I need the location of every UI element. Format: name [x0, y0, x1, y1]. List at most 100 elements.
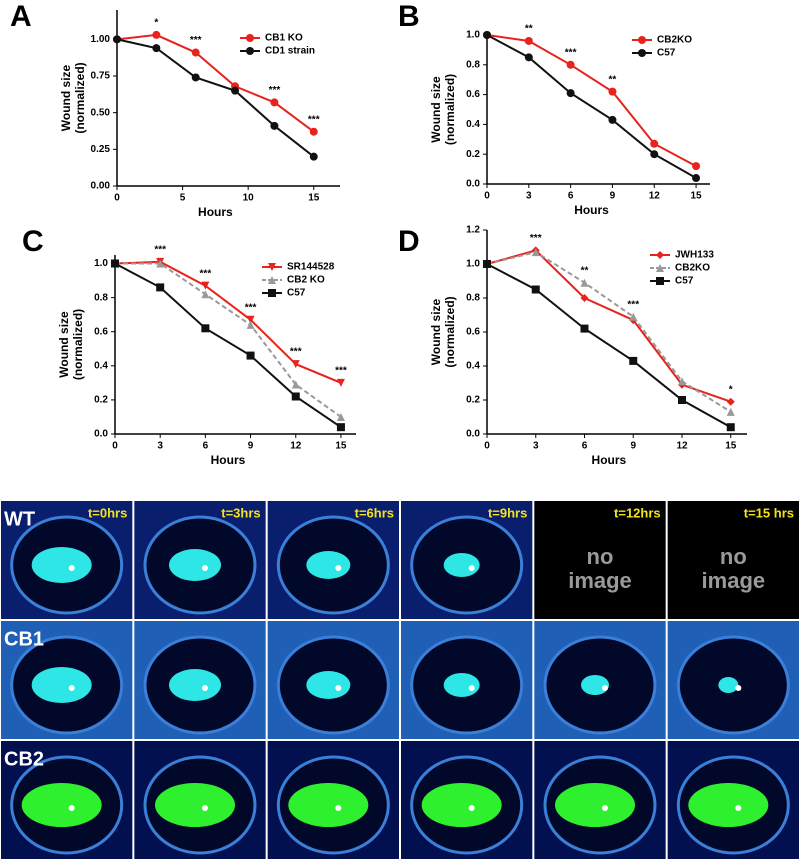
- significance-label: ***: [190, 35, 202, 46]
- stain: [555, 783, 635, 827]
- stain: [21, 783, 102, 827]
- photo: [667, 501, 799, 619]
- marker: [692, 174, 701, 183]
- time-label: t=3hrs: [221, 505, 260, 520]
- series-line: [114, 260, 342, 384]
- legend-label: C57: [657, 48, 676, 59]
- marker: [678, 377, 686, 386]
- marker: [678, 396, 686, 404]
- missing-label: no: [587, 544, 614, 569]
- stain: [443, 673, 480, 697]
- stain: [306, 671, 351, 699]
- y-axis-label: Wound size: [429, 298, 443, 365]
- legend-label: JWH133: [675, 250, 714, 261]
- significance-label: ***: [290, 347, 302, 358]
- y-tick-label: 0.0: [466, 179, 480, 190]
- marker: [191, 73, 200, 82]
- x-tick-label: 15: [308, 193, 320, 204]
- marker: [156, 259, 165, 268]
- marker: [656, 251, 664, 259]
- series-line: [486, 263, 732, 429]
- marker: [268, 289, 276, 297]
- marker: [524, 36, 533, 45]
- x-tick-label: 0: [484, 191, 490, 202]
- stain: [443, 553, 480, 577]
- x-tick-label: 0: [114, 193, 120, 204]
- marker: [638, 36, 646, 44]
- y-tick-label: 0.4: [466, 361, 480, 372]
- y-tick-label: 0.4: [466, 119, 480, 130]
- significance-label: **: [525, 24, 533, 35]
- reflection: [68, 685, 75, 691]
- x-tick-label: 12: [676, 441, 688, 452]
- legend-label: SR144528: [287, 262, 335, 273]
- stain: [155, 783, 235, 827]
- legend-label: CB2KO: [675, 263, 710, 274]
- marker: [638, 49, 646, 57]
- reflection: [335, 565, 342, 571]
- y-tick-label: 0.8: [466, 59, 480, 70]
- time-label: t=15 hrs: [744, 505, 794, 520]
- legend-label: C57: [675, 276, 694, 287]
- significance-label: ***: [200, 268, 212, 279]
- reflection: [68, 805, 75, 811]
- marker: [656, 264, 664, 272]
- series-line: [116, 38, 315, 158]
- marker: [336, 378, 345, 387]
- x-tick-label: 15: [725, 441, 737, 452]
- y-tick-label: 0.6: [94, 326, 108, 337]
- x-tick-label: 12: [290, 441, 302, 452]
- reflection: [335, 685, 342, 691]
- marker: [309, 127, 318, 136]
- y-tick-label: 0.8: [466, 293, 480, 304]
- y-axis-label: Wound size: [429, 76, 443, 143]
- marker: [650, 139, 659, 148]
- stain: [306, 551, 351, 579]
- marker: [336, 412, 345, 421]
- photo: [534, 501, 666, 619]
- marker: [111, 259, 119, 268]
- marker: [152, 44, 161, 53]
- missing-label: no: [720, 544, 747, 569]
- time-label: t=12hrs: [614, 505, 661, 520]
- series-line: [486, 251, 732, 413]
- reflection: [468, 565, 475, 571]
- y-tick-label: 1.00: [91, 34, 111, 45]
- stain: [169, 669, 221, 701]
- marker: [201, 290, 210, 299]
- stain: [581, 675, 609, 695]
- marker: [483, 260, 491, 268]
- stain: [31, 667, 92, 703]
- x-tick-label: 0: [484, 441, 490, 452]
- legend-label: CB1 KO: [265, 33, 303, 44]
- y-tick-label: 0.6: [466, 89, 480, 100]
- significance-label: ***: [154, 244, 166, 255]
- marker: [336, 423, 345, 432]
- reflection: [68, 565, 75, 571]
- marker: [246, 351, 255, 360]
- y-tick-label: 1.0: [466, 259, 480, 270]
- time-label: t=6hrs: [355, 505, 394, 520]
- x-tick-label: 12: [649, 191, 661, 202]
- y-axis-label: (normalized): [443, 74, 457, 145]
- time-label: t=9hrs: [488, 505, 527, 520]
- y-tick-label: 0.2: [466, 395, 480, 406]
- reflection: [202, 805, 208, 811]
- marker: [531, 285, 540, 294]
- y-tick-label: 1.0: [94, 258, 108, 269]
- x-tick-label: 3: [533, 441, 539, 452]
- legend-label: CB2KO: [657, 35, 692, 46]
- reflection: [468, 685, 475, 691]
- missing-label: image: [702, 568, 766, 593]
- marker: [580, 278, 589, 287]
- x-tick-label: 10: [243, 193, 255, 204]
- marker: [566, 60, 575, 69]
- series-line: [115, 262, 342, 418]
- marker: [246, 320, 255, 329]
- stain: [688, 783, 769, 827]
- significance-label: ***: [269, 85, 281, 96]
- significance-label: ***: [565, 47, 577, 58]
- row-label: CB2: [4, 748, 44, 770]
- y-tick-label: 0.00: [91, 181, 111, 192]
